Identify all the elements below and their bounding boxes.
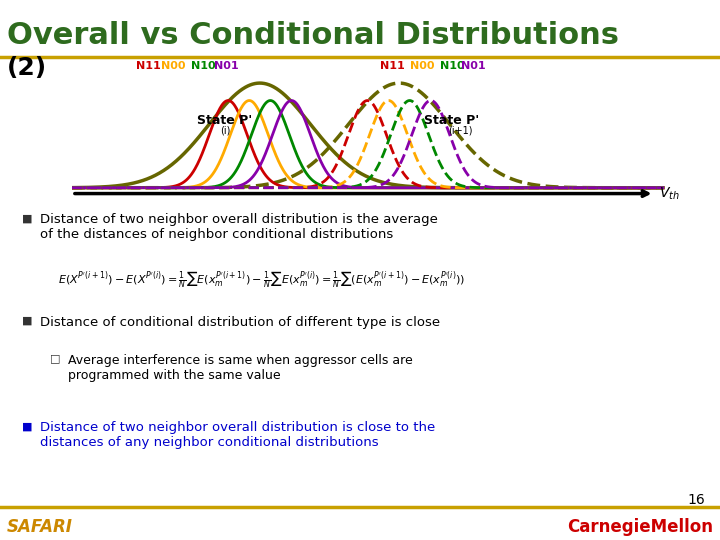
Text: $E(X^{P'(i+1)}) - E(X^{P'(i)}) = \frac{1}{N}\sum E(x_m^{P'(i+1)}) - \frac{1}{N}\: $E(X^{P'(i+1)}) - E(X^{P'(i)}) = \frac{1…	[58, 270, 465, 290]
Text: State P': State P'	[197, 114, 252, 127]
Text: (i): (i)	[220, 125, 230, 135]
Text: (2): (2)	[7, 56, 48, 79]
Text: N11: N11	[380, 61, 405, 71]
Text: ■: ■	[22, 213, 32, 224]
Text: CarnegieMellon: CarnegieMellon	[567, 517, 713, 536]
Text: Distance of two neighbor overall distribution is close to the
distances of any n: Distance of two neighbor overall distrib…	[40, 421, 435, 449]
Text: N01: N01	[214, 61, 238, 71]
Text: N01: N01	[461, 61, 485, 71]
Text: (i+1): (i+1)	[448, 125, 472, 135]
Text: SAFARI: SAFARI	[7, 517, 73, 536]
Text: Distance of conditional distribution of different type is close: Distance of conditional distribution of …	[40, 316, 440, 329]
Text: ■: ■	[22, 316, 32, 326]
Text: Overall vs Conditional Distributions: Overall vs Conditional Distributions	[7, 21, 619, 50]
Text: N00: N00	[410, 61, 435, 71]
Text: 16: 16	[688, 492, 706, 507]
Text: Distance of two neighbor overall distribution is the average
of the distances of: Distance of two neighbor overall distrib…	[40, 213, 438, 241]
Text: N10: N10	[191, 61, 215, 71]
Text: $V_{th}$: $V_{th}$	[659, 185, 680, 202]
Text: N11: N11	[135, 61, 161, 71]
Text: N00: N00	[161, 61, 186, 71]
Text: □: □	[50, 354, 61, 364]
Text: Average interference is same when aggressor cells are
programmed with the same v: Average interference is same when aggres…	[68, 354, 413, 382]
Text: ■: ■	[22, 421, 32, 431]
Text: N10: N10	[439, 61, 464, 71]
Text: State P': State P'	[424, 114, 480, 127]
